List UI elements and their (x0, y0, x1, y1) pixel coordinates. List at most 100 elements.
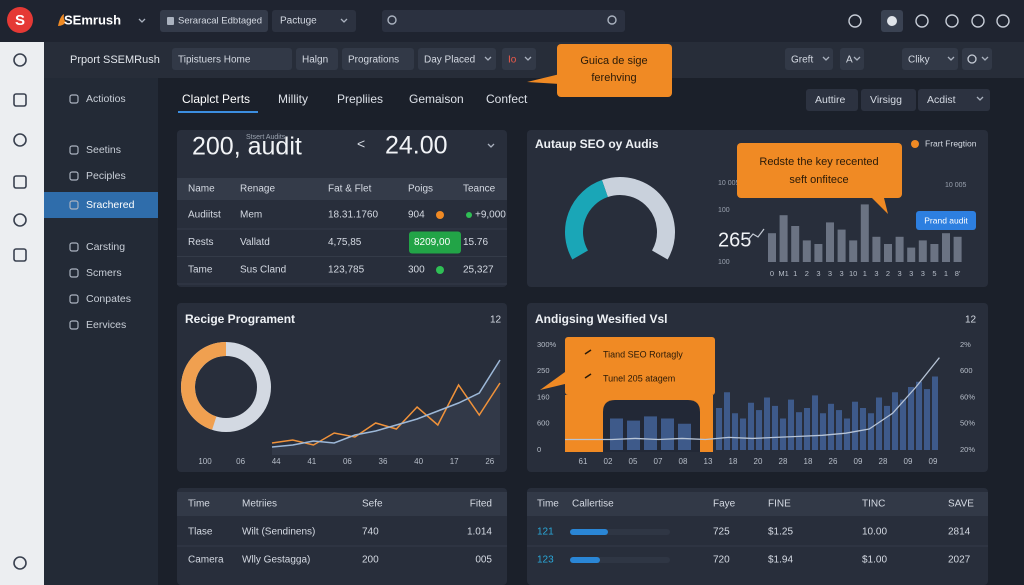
column-header: FINE (768, 499, 791, 510)
x-tick-label: 20 (754, 457, 763, 466)
bar (772, 405, 778, 450)
nav-prev[interactable]: < (357, 136, 365, 152)
toolbar-right-button[interactable] (785, 48, 833, 70)
side-nav-item[interactable]: Actiotios (86, 93, 126, 105)
bar (900, 399, 906, 450)
x-tick-label: 26 (485, 457, 494, 466)
bar (756, 410, 762, 450)
status-pill (409, 231, 461, 254)
package-select[interactable] (272, 10, 356, 32)
rail-icon[interactable] (13, 556, 27, 570)
top-icon[interactable] (971, 14, 985, 28)
bar (791, 226, 800, 262)
chevron (981, 56, 989, 61)
tab[interactable]: Prepliies (337, 92, 383, 106)
top-icon[interactable] (848, 14, 862, 28)
toolbar-right-label: Cliky (908, 55, 930, 66)
phone-button[interactable] (962, 48, 992, 70)
rail-icon[interactable] (13, 213, 27, 227)
bar (918, 240, 927, 262)
chevron (822, 56, 830, 61)
side-nav-item[interactable]: Eervices (86, 319, 126, 331)
toolbar-button[interactable] (172, 48, 292, 70)
bar (942, 233, 950, 262)
rail-icon[interactable] (13, 53, 27, 67)
table-cell: 8209,00 (414, 237, 451, 248)
tooltip (557, 44, 672, 97)
side-nav-item[interactable]: Seetins (86, 144, 121, 156)
table-cell: Rests (188, 237, 214, 248)
y-axis-label: 600 (537, 419, 550, 428)
table-header (177, 492, 507, 516)
column-header: Callertise (572, 499, 614, 510)
tab-right-button[interactable] (918, 89, 990, 111)
toolbar-right-label: A (846, 55, 853, 66)
bar (814, 244, 823, 262)
bar (930, 244, 939, 262)
project-button[interactable] (160, 10, 268, 32)
panel-count: 12 (965, 315, 977, 326)
tab-right-label: Virsigg (870, 94, 902, 106)
x-tick-label: 3 (840, 269, 844, 278)
callout-pointer (540, 372, 565, 390)
tab[interactable]: Gemaison (409, 92, 464, 106)
y-axis-label: 250 (537, 366, 550, 375)
y-axis-label: 160 (537, 392, 550, 401)
rail-icon[interactable] (13, 248, 27, 262)
side-nav-active (44, 192, 158, 218)
rail-icon[interactable] (13, 133, 27, 147)
primary-button[interactable] (916, 211, 976, 230)
callout-text: Tiand SEO Rortagly (603, 349, 683, 359)
top-icon[interactable] (915, 14, 929, 28)
search-box[interactable] (382, 10, 625, 32)
x-tick-label: 2 (886, 269, 890, 278)
trend-line (271, 359, 501, 448)
top-icon[interactable] (945, 14, 959, 28)
y2-axis-label: 60% (960, 392, 975, 401)
bar (884, 405, 890, 450)
toolbar-button-label: Halgn (302, 55, 328, 66)
toolbar-button[interactable] (342, 48, 414, 70)
bar (907, 247, 916, 262)
side-nav-item[interactable]: Srachered (86, 199, 135, 211)
tab-right-button[interactable] (806, 89, 858, 111)
side-nav-item[interactable]: Conpates (86, 293, 131, 305)
table-cell: 725 (713, 527, 730, 538)
x-tick-label: 61 (579, 457, 588, 466)
tab[interactable]: Claplct Perts (182, 92, 250, 106)
top-icon[interactable] (996, 14, 1010, 28)
x-tick-label: 09 (904, 457, 913, 466)
primary-button-label: Prand audit (924, 215, 968, 225)
side-nav-item[interactable]: Carsting (86, 241, 125, 253)
table-cell: 18.31.1760 (328, 210, 378, 221)
table-cell: +9,000 (475, 210, 506, 221)
x-tick-label: 17 (450, 457, 459, 466)
bar (716, 408, 722, 450)
tooltip-text: ferehving (591, 72, 636, 84)
tab-right-button[interactable] (861, 89, 916, 111)
table-cell: 4,75,85 (328, 237, 362, 248)
side-nav-item[interactable]: Scmers (86, 267, 122, 279)
toolbar-right-button[interactable] (840, 48, 864, 70)
column-header: Sefe (362, 499, 383, 510)
bar (779, 215, 788, 262)
toolbar-button[interactable] (296, 48, 338, 70)
bar (849, 240, 858, 262)
table-cell: $1.25 (768, 527, 793, 538)
side-nav-item[interactable]: Peciples (86, 170, 126, 182)
phone-icon (967, 54, 977, 64)
toolbar-right-button[interactable] (902, 48, 958, 70)
x-tick-label: 06 (343, 457, 352, 466)
bar (924, 389, 930, 450)
tab[interactable]: Confect (486, 92, 528, 106)
chevron (524, 56, 532, 61)
tab[interactable]: Millity (278, 92, 308, 106)
toolbar-button[interactable] (502, 48, 536, 70)
tab-right-label: Auttire (815, 94, 846, 106)
rail-icon[interactable] (13, 175, 27, 189)
toolbar-button[interactable] (418, 48, 496, 70)
rail-icon[interactable] (13, 93, 27, 107)
x-tick-label: 1 (863, 269, 867, 278)
x-tick-label: 3 (828, 269, 832, 278)
table-cell: 25,327 (463, 265, 494, 276)
